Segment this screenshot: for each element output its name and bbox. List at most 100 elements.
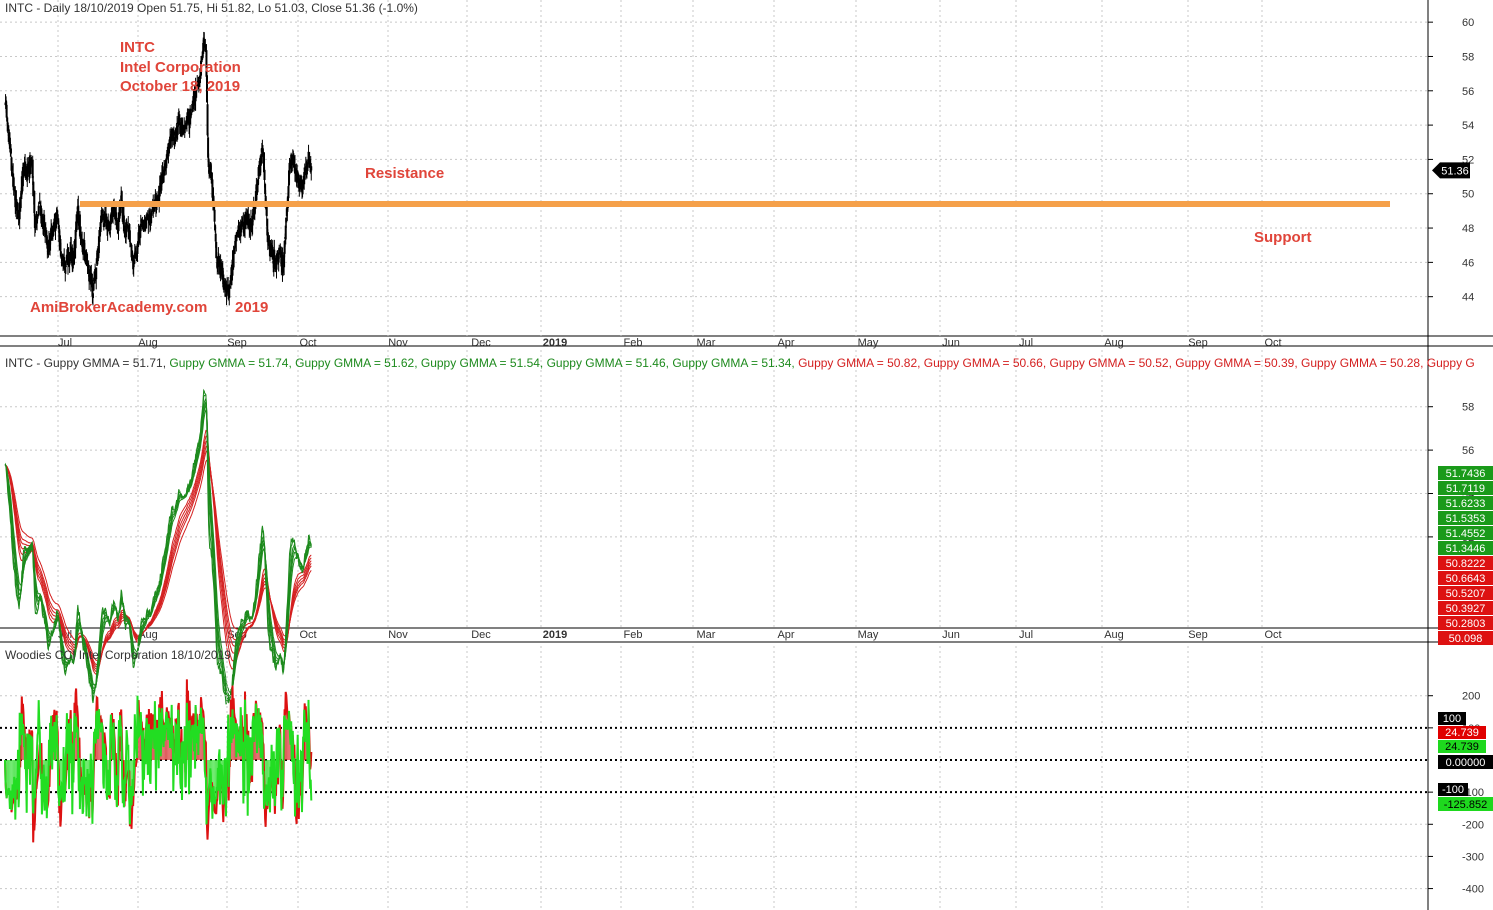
x-tick-label: Oct xyxy=(299,337,316,349)
gmma-title-part: Guppy GMMA = 51.62, xyxy=(295,356,421,370)
x-tick-label: Apr xyxy=(777,629,794,641)
x-tick-label: Oct xyxy=(299,629,316,641)
y-tick-label: 60 xyxy=(1462,17,1474,29)
cci-label-green-value-box xyxy=(1438,740,1486,753)
gmma-short-value-label: 51.3446 xyxy=(1446,543,1486,555)
x-tick-label: Nov xyxy=(388,337,408,349)
annotation-date: October 18, 2019 xyxy=(120,78,240,95)
gmma-long-value-label-box xyxy=(1438,601,1493,615)
right-axis-value-labels: 51.36 51.7436 51.7119 51.6233 51.5353 51.4552… xyxy=(1432,162,1493,811)
cci-chart-title: Woodies CCI Intel Corporation 18/10/2019 xyxy=(5,648,231,662)
cci-label-zero-box xyxy=(1438,755,1493,769)
cci-label-green-low-box xyxy=(1438,797,1493,811)
gmma-short-value-label-box xyxy=(1438,466,1493,480)
gmma-short-value-label: 51.6233 xyxy=(1446,498,1486,510)
cci-label-red-value-box xyxy=(1438,726,1486,739)
gmma-long-value-label: 50.098 xyxy=(1449,633,1483,645)
x-tick-label: Feb xyxy=(624,629,643,641)
gmma-title-part: Guppy G xyxy=(1427,356,1475,370)
x-tick-label: Jun xyxy=(942,337,960,349)
last-price-marker xyxy=(1432,162,1470,179)
cci-label-plus100: 100 xyxy=(1443,713,1461,725)
x-tick-label: Dec xyxy=(471,337,491,349)
y-tick-label: 46 xyxy=(1462,257,1474,269)
cci-green-line xyxy=(4,695,313,825)
gmma-short-value-label: 51.7119 xyxy=(1446,483,1485,495)
gmma-title-part: INTC - Guppy GMMA = 51.71, xyxy=(5,356,169,370)
y-tick-label: 56 xyxy=(1462,86,1474,98)
gmma-short-value-label: 51.4552 xyxy=(1446,528,1486,540)
cci-label-zero: 0.00000 xyxy=(1446,757,1486,769)
gmma-short-value-label: 51.7436 xyxy=(1446,468,1486,480)
cci-label-minus100-box xyxy=(1438,783,1468,796)
x-tick-label: Jul xyxy=(1019,337,1033,349)
cci-label-minus100: -100 xyxy=(1442,784,1464,796)
x-tick-label: Feb xyxy=(624,337,643,349)
cci-label-green-low: -125.852 xyxy=(1444,799,1487,811)
cci-label-green-value: 24.739 xyxy=(1445,741,1479,753)
x-tick-label: Dec xyxy=(471,629,491,641)
x-tick-label: Apr xyxy=(777,337,794,349)
gmma-long-value-label-box xyxy=(1438,556,1493,570)
cci-label-plus100-box xyxy=(1438,712,1466,725)
chart-labels: INTC - Daily 18/10/2019 Open 51.75, Hi 5… xyxy=(5,1,1475,662)
gmma-long-value-label-box xyxy=(1438,571,1493,585)
x-tick-label: Jul xyxy=(58,337,72,349)
gmma-lines xyxy=(4,388,312,705)
annotation-resistance: Resistance xyxy=(365,165,444,182)
gmma-title-part: Guppy GMMA = 51.34, xyxy=(672,356,798,370)
gmma-long-value-label: 50.6643 xyxy=(1446,573,1486,585)
x-tick-label: Mar xyxy=(697,337,716,349)
gmma-long-value-label: 50.3927 xyxy=(1446,603,1486,615)
y-tick-label: -300 xyxy=(1462,851,1484,863)
x-tick-label: Jul xyxy=(1019,629,1033,641)
x-tick-label: Aug xyxy=(138,337,158,349)
gmma-title-part: Guppy GMMA = 50.28, xyxy=(1301,356,1427,370)
y-tick-label: 58 xyxy=(1462,51,1474,63)
gmma-long-value-label: 50.2803 xyxy=(1446,618,1486,630)
gmma-short-value-label-box xyxy=(1438,526,1493,540)
x-tick-label: Sep xyxy=(1188,629,1208,641)
gmma-long-value-label-box xyxy=(1438,616,1493,630)
gmma-long-ema-line xyxy=(4,450,312,666)
x-tick-label: Jun xyxy=(942,629,960,641)
cci-label-red-value: 24.739 xyxy=(1445,727,1479,739)
gmma-short-value-label-box xyxy=(1438,511,1493,525)
annotation-site: AmiBrokerAcademy.com xyxy=(30,299,207,316)
cci-grid: 200100 -100 -200 -300 -400 xyxy=(0,646,1484,910)
x-tick-label: Aug xyxy=(1104,337,1124,349)
x-tick-label: Mar xyxy=(697,629,716,641)
gmma-title-part: Guppy GMMA = 51.54, xyxy=(421,356,547,370)
gmma-short-value-label: 51.5353 xyxy=(1446,513,1486,525)
y-tick-label: 56 xyxy=(1462,445,1474,457)
annotation-year: 2019 xyxy=(235,299,268,316)
x-tick-label: Nov xyxy=(388,629,408,641)
last-price-label: 51.36 xyxy=(1441,165,1469,177)
gmma-title-part: Guppy GMMA = 51.74, xyxy=(169,356,295,370)
y-tick-label: 48 xyxy=(1462,223,1474,235)
x-tick-label: May xyxy=(858,337,879,349)
y-tick-label: 54 xyxy=(1462,120,1474,132)
x-tick-label: Oct xyxy=(1264,337,1281,349)
x-tick-label: Oct xyxy=(1264,629,1281,641)
gmma-short-value-label-box xyxy=(1438,481,1493,495)
y-tick-label: -200 xyxy=(1462,819,1484,831)
gmma-title-part: Guppy GMMA = 50.66, xyxy=(924,356,1050,370)
y-tick-label: 200 xyxy=(1462,691,1480,703)
gmma-chart-title: INTC - Guppy GMMA = 51.71, Guppy GMMA = … xyxy=(5,356,1475,370)
y-tick-label: 58 xyxy=(1462,402,1474,414)
x-tick-label: Sep xyxy=(227,337,247,349)
x-tick-label: Aug xyxy=(1104,629,1124,641)
x-tick-label: 2019 xyxy=(543,337,567,349)
y-tick-label: 50 xyxy=(1462,189,1474,201)
gmma-long-ema-line xyxy=(4,459,312,661)
gmma-title-part: Guppy GMMA = 50.82, xyxy=(798,356,924,370)
x-tick-label: 2019 xyxy=(543,629,567,641)
y-tick-label: 44 xyxy=(1462,292,1474,304)
x-tick-label: May xyxy=(858,629,879,641)
y-tick-label: -400 xyxy=(1462,884,1484,896)
gmma-long-value-label: 50.8222 xyxy=(1446,558,1486,570)
x-tick-label: Sep xyxy=(1188,337,1208,349)
